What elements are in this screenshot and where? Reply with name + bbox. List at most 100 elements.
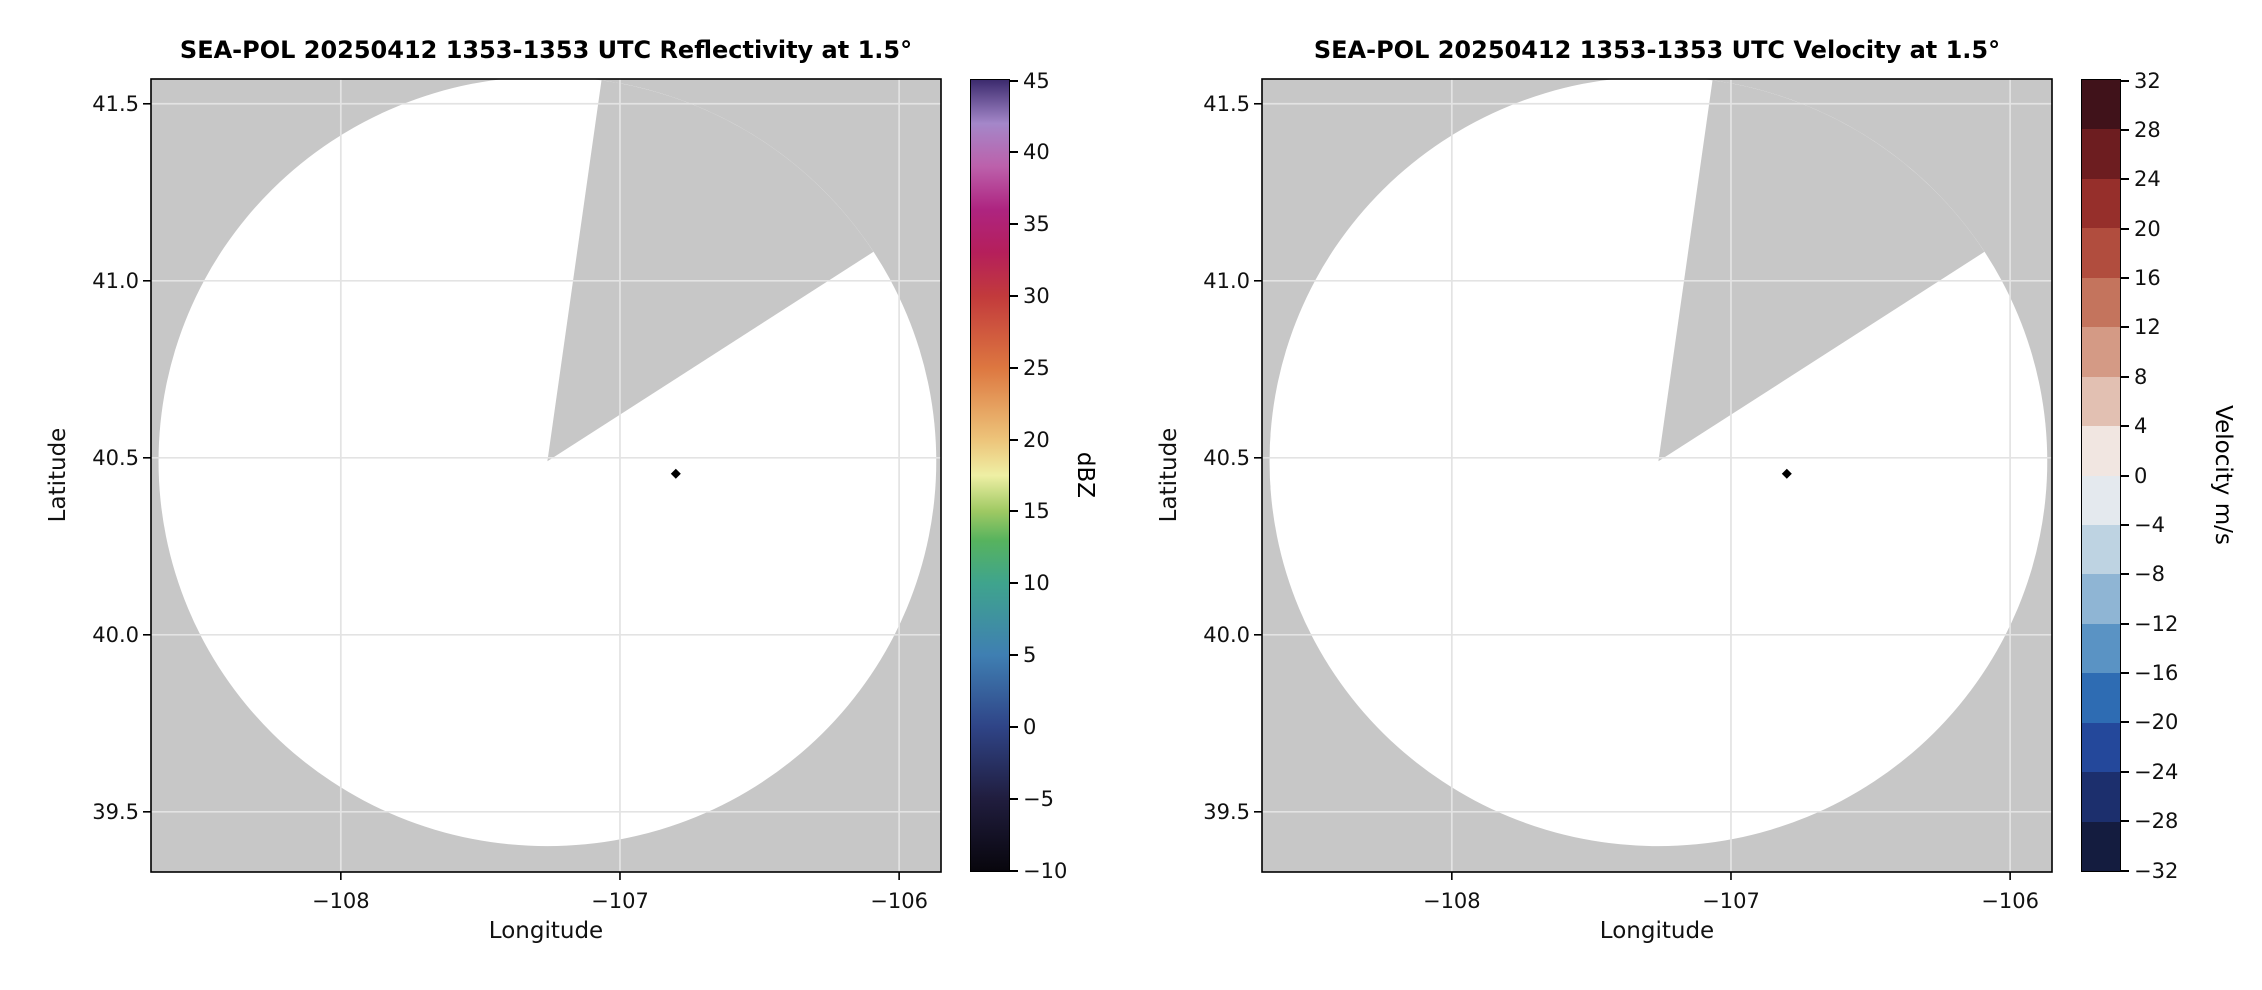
- colorbar-tick-mark: [2121, 474, 2129, 477]
- colorbar-segment: [2082, 722, 2120, 773]
- colorbar-tick-mark: [2121, 178, 2129, 181]
- y-axis-label: Latitude: [1156, 427, 1182, 523]
- colorbar-tick-mark: [1010, 582, 1018, 585]
- colorbar-segment: [2082, 277, 2120, 328]
- colorbar-tick-mark: [1010, 869, 1018, 872]
- colorbar-segment: [2082, 80, 2120, 130]
- y-tick-label: 40.0: [92, 622, 139, 647]
- colorbar-tick-mark: [1010, 151, 1018, 154]
- colorbar-tick-mark: [1010, 223, 1018, 226]
- plot-canvas: [1254, 78, 2053, 880]
- velocity-panel: SEA-POL 20250412 1353-1353 UTC Velocity …: [1111, 0, 2242, 990]
- no-data-wedge: [1658, 80, 1985, 462]
- colorbar-tick-mark: [2121, 573, 2129, 576]
- colorbar-tick-label: 5: [1023, 643, 1037, 668]
- colorbar-tick-mark: [1010, 725, 1018, 728]
- colorbar-tick-mark: [2121, 523, 2129, 526]
- colorbar-tick-mark: [2121, 128, 2129, 131]
- colorbar-tick-label: −4: [2134, 512, 2165, 537]
- velocity-colorbar: [2081, 79, 2121, 872]
- colorbar-tick-mark: [1010, 79, 1018, 82]
- x-tick-label: −106: [870, 889, 928, 913]
- y-tick-label: 39.5: [1203, 799, 1250, 824]
- colorbar-tick-label: 20: [1023, 427, 1050, 452]
- colorbar-tick-label: 30: [1023, 283, 1050, 308]
- colorbar-tick-mark: [2121, 820, 2129, 823]
- colorbar-tick-mark: [1010, 510, 1018, 513]
- colorbar-tick-mark: [1010, 654, 1018, 657]
- y-tick-label: 41.5: [1203, 91, 1250, 116]
- y-tick-label: 39.5: [92, 799, 139, 824]
- colorbar-segment: [2082, 129, 2120, 179]
- plot-title: SEA-POL 20250412 1353-1353 UTC Velocity …: [1313, 36, 2001, 64]
- x-tick-label: −108: [311, 889, 370, 913]
- colorbar-tick-label: 32: [2134, 68, 2161, 93]
- y-tick-label: 40.0: [1203, 622, 1250, 647]
- colorbar-tick-mark: [1010, 438, 1018, 441]
- colorbar-tick-label: 8: [2134, 364, 2148, 389]
- colorbar-tick-label: −24: [2134, 759, 2179, 784]
- colorbar-tick-mark: [2121, 425, 2129, 428]
- colorbar-tick-mark: [2121, 227, 2129, 230]
- colorbar-tick-label: 16: [2134, 266, 2161, 290]
- colorbar-tick-mark: [2121, 770, 2129, 773]
- y-tick-label: 41.5: [92, 91, 139, 116]
- colorbar-segment: [2082, 524, 2120, 575]
- colorbar-segment: [2082, 426, 2120, 476]
- colorbar-tick-label: −10: [1023, 858, 1068, 883]
- colorbar-tick-label: −32: [2134, 858, 2179, 883]
- colorbar-tick-mark: [2121, 869, 2129, 872]
- plot-canvas: [143, 78, 942, 880]
- colorbar-tick-label: 12: [2134, 315, 2161, 340]
- colorbar-tick-label: 35: [1023, 212, 1050, 237]
- y-tick-label: 40.5: [92, 445, 139, 470]
- x-tick-label: −108: [1422, 889, 1481, 913]
- velocity-plot: [1250, 67, 2064, 884]
- colorbar-tick-mark: [1010, 366, 1018, 369]
- axes-frame: [150, 78, 942, 873]
- colorbar-tick-label: 0: [1023, 714, 1037, 739]
- colorbar-tick-mark: [2121, 721, 2129, 724]
- y-axis-label: Latitude: [45, 427, 71, 523]
- axes-frame: [1261, 78, 2053, 873]
- colorbar-segment: [2082, 327, 2120, 377]
- colorbar-tick-mark: [2121, 277, 2129, 279]
- colorbar-tick-label: −5: [1023, 786, 1054, 811]
- x-axis-label: Longitude: [1599, 918, 1715, 944]
- radar-site-marker: [670, 468, 681, 479]
- x-tick-label: −107: [591, 889, 649, 913]
- x-tick-label: −106: [1981, 889, 2039, 913]
- colorbar-tick-mark: [2121, 672, 2129, 674]
- colorbar-tick-label: 25: [1023, 355, 1050, 380]
- colorbar-tick-mark: [2121, 622, 2129, 625]
- colorbar-tick-label: −20: [2134, 710, 2179, 735]
- colorbar-tick-mark: [2121, 375, 2129, 378]
- colorbar-tick-mark: [2121, 79, 2129, 82]
- reflectivity-panel: SEA-POL 20250412 1353-1353 UTC Reflectiv…: [45, 36, 1098, 944]
- colorbar-tick-label: −12: [2134, 611, 2179, 636]
- colorbar-segment: [2082, 574, 2120, 624]
- colorbar-tick-label: 10: [1023, 571, 1050, 596]
- y-tick-label: 41.0: [92, 268, 139, 293]
- colorbar-segment: [2082, 673, 2120, 723]
- no-data-wedge: [547, 80, 874, 462]
- colorbar-segments: [2082, 80, 2120, 871]
- y-tick-label: 40.5: [1203, 445, 1250, 470]
- colorbar-tick-label: −8: [2134, 562, 2165, 587]
- plot-title: SEA-POL 20250412 1353-1353 UTC Reflectiv…: [179, 36, 913, 64]
- colorbar-segment: [2082, 772, 2120, 822]
- y-tick-label: 41.0: [1203, 268, 1250, 293]
- colorbar-tick-label: 15: [1023, 499, 1050, 524]
- colorbar-tick-label: 4: [2134, 414, 2148, 439]
- colorbar-tick-label: 20: [2134, 216, 2161, 241]
- x-axis-label: Longitude: [488, 918, 604, 944]
- colorbar-segment: [2082, 178, 2120, 229]
- colorbar-tick-label: −16: [2134, 661, 2179, 685]
- reflectivity-colorbar: [970, 79, 1010, 872]
- colorbar-tick-label: −28: [2134, 809, 2179, 834]
- x-tick-label: −107: [1702, 889, 1760, 913]
- colorbar-segment: [2082, 475, 2120, 525]
- colorbar-tick-label: 28: [2134, 117, 2161, 142]
- colorbar-tick-label: 45: [1023, 68, 1050, 93]
